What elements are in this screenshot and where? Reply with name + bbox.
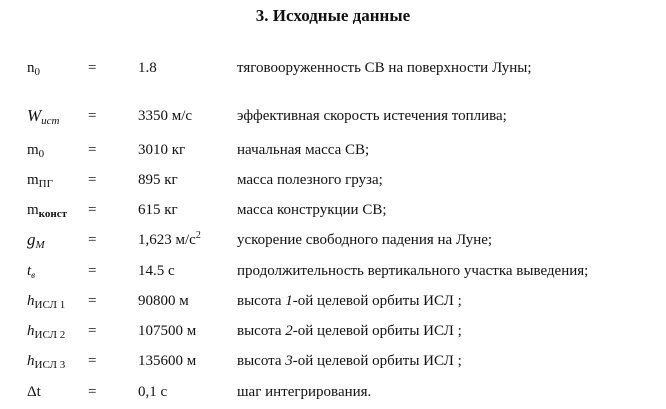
param-row-mkonst: mконст = 615 кг масса конструкции СВ; (0, 198, 666, 222)
param-row-h1: hИСЛ 1 = 90800 м высота 1-ой целевой орб… (0, 289, 666, 313)
param-row-w: Wucm = 3350 м/с эффективная скорость ист… (0, 104, 666, 128)
equals-sign: = (88, 323, 97, 339)
value: 1,623 м/с2 (138, 230, 201, 249)
description: высота 1-ой целевой орбиты ИСЛ ; (237, 293, 462, 309)
section-title: 3. Исходные данные (255, 6, 411, 25)
symbol: n0 (27, 60, 40, 78)
symbol: hИСЛ 2 (27, 323, 66, 341)
description: начальная масса СВ; (237, 142, 370, 158)
value: 3350 м/с (138, 108, 193, 124)
symbol: mконст (27, 202, 67, 220)
equals-sign: = (88, 293, 97, 309)
value: 90800 м (138, 293, 189, 309)
symbol: mПГ (27, 172, 53, 190)
param-row-m0: m0 = 3010 кг начальная масса СВ; (0, 138, 666, 162)
description: ускорение свободного падения на Луне; (237, 232, 493, 248)
description: продолжительность вертикального участка … (237, 263, 589, 279)
value: 107500 м (138, 323, 197, 339)
description: масса конструкции СВ; (237, 202, 387, 218)
symbol: Δt (27, 384, 41, 400)
equals-sign: = (88, 60, 97, 76)
param-row-h3: hИСЛ 3 = 135600 м высота 3-ой целевой ор… (0, 349, 666, 373)
value: 135600 м (138, 353, 197, 369)
param-row-gm: gМ = 1,623 м/с2 ускорение свободного пад… (0, 228, 666, 252)
value: 0,1 с (138, 384, 168, 400)
equals-sign: = (88, 172, 97, 188)
value: 895 кг (138, 172, 178, 188)
symbol: tв (27, 263, 36, 280)
param-row-tv: tв = 14.5 с продолжительность вертикальн… (0, 259, 666, 283)
equals-sign: = (88, 232, 97, 248)
description: масса полезного груза; (237, 172, 383, 188)
param-row-n0: n0 = 1.8 тяговооруженность СВ на поверхн… (0, 56, 666, 80)
value: 14.5 с (138, 263, 175, 279)
description: шаг интегрирования. (237, 384, 372, 400)
equals-sign: = (88, 384, 97, 400)
equals-sign: = (88, 108, 97, 124)
param-row-dt: Δt = 0,1 с шаг интегрирования. (0, 380, 666, 404)
symbol: hИСЛ 1 (27, 293, 66, 311)
value: 1.8 (138, 60, 157, 76)
equals-sign: = (88, 263, 97, 279)
equals-sign: = (88, 353, 97, 369)
description: тяговооруженность СВ на поверхности Луны… (237, 60, 532, 76)
param-row-mpg: mПГ = 895 кг масса полезного груза; (0, 168, 666, 192)
symbol: Wucm (27, 106, 60, 127)
symbol: hИСЛ 3 (27, 353, 66, 371)
description: высота 2-ой целевой орбиты ИСЛ ; (237, 323, 462, 339)
description: высота 3-ой целевой орбиты ИСЛ ; (237, 353, 462, 369)
equals-sign: = (88, 142, 97, 158)
symbol: gМ (27, 230, 45, 251)
value: 615 кг (138, 202, 178, 218)
param-row-h2: hИСЛ 2 = 107500 м высота 2-ой целевой ор… (0, 319, 666, 343)
description: эффективная скорость истечения топлива; (237, 108, 507, 124)
symbol: m0 (27, 142, 45, 160)
equals-sign: = (88, 202, 97, 218)
value: 3010 кг (138, 142, 186, 158)
